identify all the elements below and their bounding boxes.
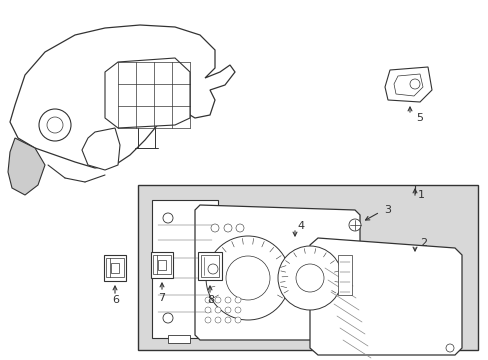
Circle shape xyxy=(204,297,210,303)
Bar xyxy=(104,255,126,281)
Circle shape xyxy=(348,219,360,231)
Bar xyxy=(111,263,119,273)
Bar xyxy=(153,255,171,274)
Bar xyxy=(158,260,165,270)
Polygon shape xyxy=(195,205,359,340)
Circle shape xyxy=(204,317,210,323)
Bar xyxy=(201,255,219,277)
Circle shape xyxy=(204,307,210,313)
Text: 3: 3 xyxy=(383,205,390,215)
Circle shape xyxy=(235,317,241,323)
Circle shape xyxy=(39,109,71,141)
Text: 5: 5 xyxy=(415,113,422,123)
Circle shape xyxy=(278,246,341,310)
Text: 8: 8 xyxy=(206,295,214,305)
Bar xyxy=(106,258,124,277)
Text: 6: 6 xyxy=(112,295,119,305)
Bar xyxy=(138,185,477,350)
Circle shape xyxy=(409,79,419,89)
Text: 4: 4 xyxy=(296,221,304,231)
Bar xyxy=(337,255,351,295)
Circle shape xyxy=(215,297,221,303)
Circle shape xyxy=(224,317,230,323)
Circle shape xyxy=(225,256,269,300)
Circle shape xyxy=(224,307,230,313)
Circle shape xyxy=(163,213,173,223)
Bar xyxy=(198,252,222,280)
Text: 1: 1 xyxy=(417,190,424,200)
Bar xyxy=(168,335,190,343)
Polygon shape xyxy=(384,67,431,102)
Circle shape xyxy=(224,297,230,303)
Circle shape xyxy=(236,224,244,232)
Circle shape xyxy=(295,264,324,292)
Circle shape xyxy=(47,117,63,133)
Polygon shape xyxy=(8,138,45,195)
Circle shape xyxy=(215,317,221,323)
Polygon shape xyxy=(393,74,422,96)
Circle shape xyxy=(205,236,289,320)
Polygon shape xyxy=(10,25,235,168)
Circle shape xyxy=(235,297,241,303)
Circle shape xyxy=(163,260,173,270)
Circle shape xyxy=(235,307,241,313)
Circle shape xyxy=(207,264,218,274)
Bar xyxy=(151,252,173,278)
Circle shape xyxy=(445,344,453,352)
Circle shape xyxy=(215,307,221,313)
Text: 7: 7 xyxy=(158,293,165,303)
Circle shape xyxy=(210,224,219,232)
Polygon shape xyxy=(105,58,190,128)
Polygon shape xyxy=(152,200,218,338)
Circle shape xyxy=(224,224,231,232)
Text: 2: 2 xyxy=(419,238,426,248)
Polygon shape xyxy=(309,238,461,355)
Circle shape xyxy=(163,313,173,323)
Polygon shape xyxy=(82,128,120,170)
